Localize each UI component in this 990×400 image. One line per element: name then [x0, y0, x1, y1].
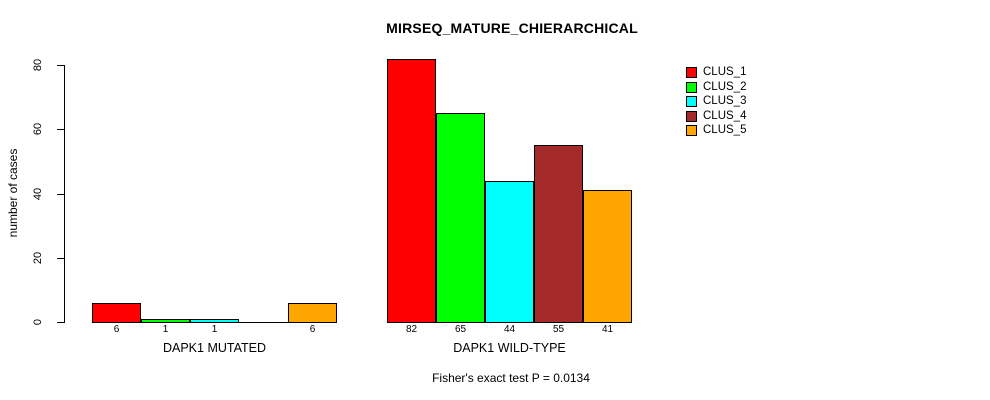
y-axis-line: [64, 65, 65, 323]
bar-value-label: 6: [113, 324, 120, 335]
legend-swatch-icon: [686, 67, 697, 78]
bar-clus_2-group1: [141, 319, 190, 323]
bar-clus_3-group1: [190, 319, 239, 323]
bar-clus_2-group2: [436, 113, 485, 323]
bar-value-label: 1: [162, 324, 169, 335]
x-group-label: DAPK1 WILD-TYPE: [453, 341, 566, 355]
y-tick: [57, 129, 64, 130]
x-group-label: DAPK1 MUTATED: [162, 341, 267, 355]
bar-value-label: 65: [454, 324, 467, 335]
bar-value-label: 55: [552, 324, 565, 335]
y-tick-label: 60: [32, 122, 44, 136]
bar-clus_1-group2: [387, 59, 436, 323]
legend-label: CLUS_2: [703, 81, 747, 93]
y-tick: [57, 65, 64, 66]
bar-value-label: 44: [503, 324, 516, 335]
legend-swatch-icon: [686, 96, 697, 107]
bar-clus_4-group1: [239, 322, 288, 323]
chart-title: MIRSEQ_MATURE_CHIERARCHICAL: [386, 20, 638, 36]
bar-value-label: 1: [211, 324, 218, 335]
bar-clus_4-group2: [534, 145, 583, 323]
annotation-text: Fisher's exact test P = 0.0134: [432, 371, 590, 385]
y-axis-label: number of cases: [6, 148, 20, 238]
legend-swatch-icon: [686, 82, 697, 93]
legend-label: CLUS_5: [703, 124, 747, 136]
y-tick-label: 40: [32, 187, 44, 201]
legend-label: CLUS_4: [703, 110, 747, 122]
y-tick-label: 20: [32, 251, 44, 265]
bar-value-label: 41: [601, 324, 614, 335]
bar-value-label: 6: [309, 324, 316, 335]
bar-clus_5-group1: [288, 303, 337, 323]
bar-clus_3-group2: [485, 181, 534, 323]
y-tick-label: 0: [32, 318, 44, 326]
y-tick: [57, 258, 64, 259]
y-tick: [57, 194, 64, 195]
legend-swatch-icon: [686, 111, 697, 122]
y-tick: [57, 322, 64, 323]
y-tick-label: 80: [32, 58, 44, 72]
legend-label: CLUS_3: [703, 95, 747, 107]
legend-label: CLUS_1: [703, 66, 747, 78]
legend-swatch-icon: [686, 125, 697, 136]
bar-value-label: 82: [405, 324, 418, 335]
bar-clus_5-group2: [583, 190, 632, 323]
bar-clus_1-group1: [92, 303, 141, 323]
